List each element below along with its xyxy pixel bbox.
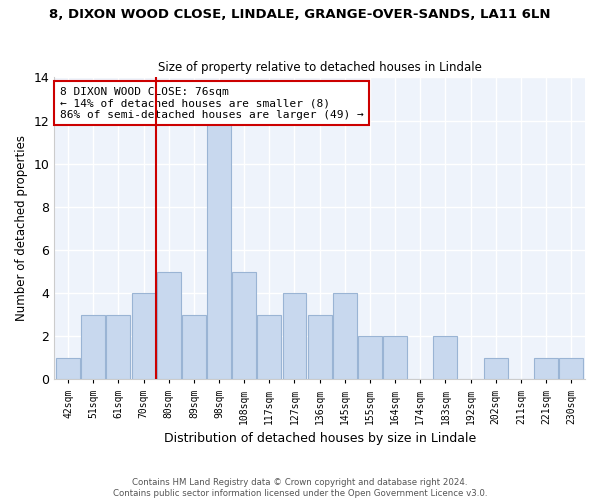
Bar [56,358,80,380]
Bar [82,314,105,380]
Bar [358,336,382,380]
Bar [257,314,281,380]
X-axis label: Distribution of detached houses by size in Lindale: Distribution of detached houses by size … [164,432,476,445]
Bar [232,272,256,380]
Text: 8 DIXON WOOD CLOSE: 76sqm
← 14% of detached houses are smaller (8)
86% of semi-d: 8 DIXON WOOD CLOSE: 76sqm ← 14% of detac… [59,86,364,120]
Bar [131,293,155,380]
Bar [207,120,231,380]
Bar [433,336,457,380]
Bar [308,314,332,380]
Bar [559,358,583,380]
Bar [484,358,508,380]
Y-axis label: Number of detached properties: Number of detached properties [15,136,28,322]
Text: Contains HM Land Registry data © Crown copyright and database right 2024.
Contai: Contains HM Land Registry data © Crown c… [113,478,487,498]
Bar [182,314,206,380]
Text: 8, DIXON WOOD CLOSE, LINDALE, GRANGE-OVER-SANDS, LA11 6LN: 8, DIXON WOOD CLOSE, LINDALE, GRANGE-OVE… [49,8,551,20]
Bar [383,336,407,380]
Bar [106,314,130,380]
Bar [534,358,558,380]
Bar [333,293,357,380]
Bar [157,272,181,380]
Bar [283,293,307,380]
Title: Size of property relative to detached houses in Lindale: Size of property relative to detached ho… [158,60,482,74]
